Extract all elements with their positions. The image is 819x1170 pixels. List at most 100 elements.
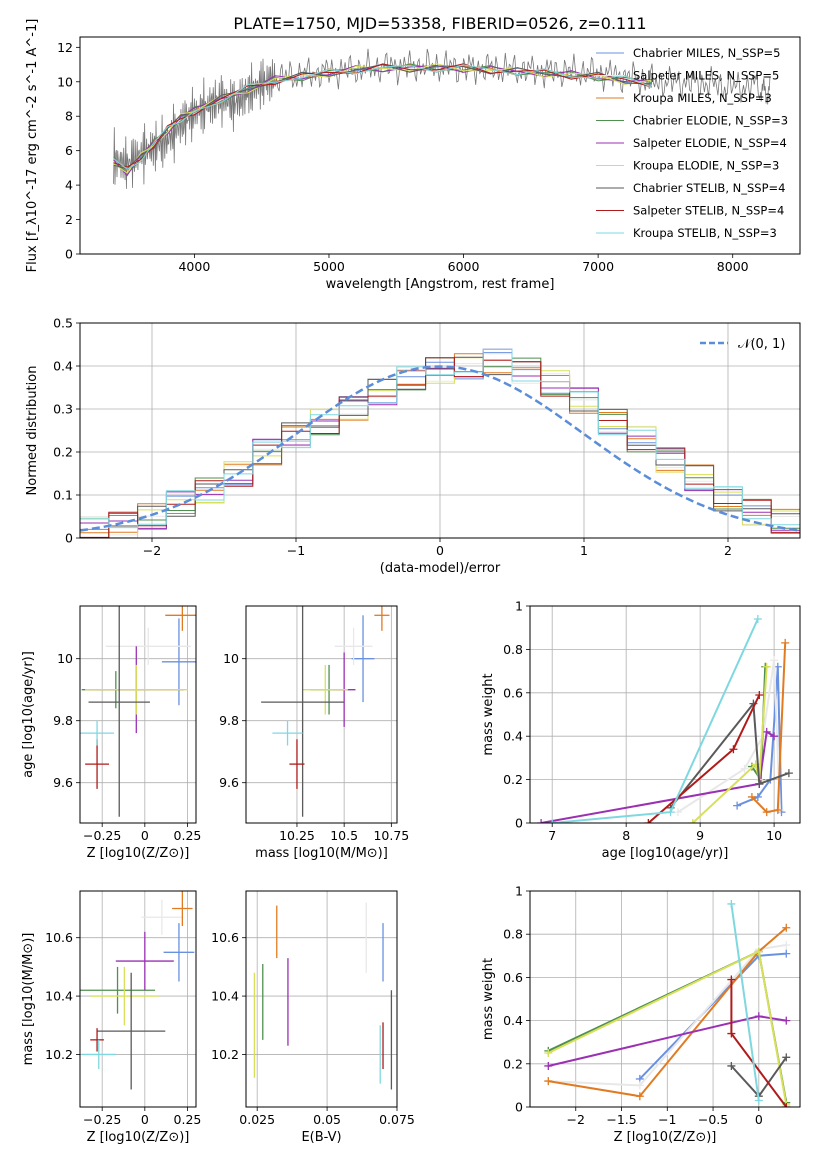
- weight-series-line: [548, 944, 787, 1087]
- y-tick-label: 10.6: [211, 930, 239, 945]
- weight-point-marker: [762, 808, 771, 817]
- x-tick-label: −0.5: [698, 1112, 728, 1127]
- y-tick-label: 0.2: [503, 1056, 523, 1071]
- weight-point-marker: [755, 690, 764, 699]
- y-tick-label: 10.6: [45, 930, 73, 945]
- mass_vs_Z-panel: −0.25 0 0.25 10.2 10.4 10.6 Z [log10(Z/Z⊙)] mas…: [21, 890, 202, 1145]
- axes-frame: [529, 605, 801, 824]
- x-tick-label: 1: [580, 543, 588, 558]
- legend-entry: Chabrier ELODIE, N_SSP=3: [633, 114, 788, 128]
- plot-area: [80, 348, 800, 538]
- weight-point-marker: [755, 779, 764, 788]
- y-tick-label: 0.4: [53, 359, 73, 374]
- y-tick-label: 9.8: [53, 713, 73, 728]
- weight-point-marker: [544, 1049, 553, 1057]
- spectrum-panel: 4000 5000 6000 7000 8000 0 2 4 6 8 10 12 wavelength …: [25, 19, 801, 292]
- weight-point-marker: [754, 1096, 763, 1105]
- model-spectrum-line: [113, 64, 653, 177]
- weight-point-marker: [733, 801, 742, 810]
- histogram-step: [80, 356, 800, 538]
- y-tick-label: 8: [65, 109, 73, 124]
- x-tick-label: 0.25: [174, 1112, 202, 1127]
- legend-entry: Salpeter MILES, N_SSP=5: [633, 69, 779, 83]
- x-tick-label: −1: [658, 1112, 676, 1127]
- y-axis-label: mass [log10(M/M⊙)]: [21, 933, 36, 1066]
- histogram-step: [80, 353, 800, 536]
- gaussian-reference-curve: [80, 365, 800, 532]
- weight-point-marker: [644, 819, 653, 823]
- x-tick-label: 6000: [448, 259, 480, 274]
- y-axis-label: age [log10(age/yr)]: [21, 651, 36, 778]
- weight-point-marker: [727, 1061, 736, 1070]
- age_vs_Z-panel: −0.25 0 0.25 9.6 9.8 10 Z [log10(Z/Z⊙)] age [lo…: [21, 605, 201, 861]
- y-tick-label: 0: [515, 1100, 523, 1115]
- model-spectrum-line: [113, 63, 653, 174]
- x-axis-label: wavelength [Angstrom, rest frame]: [326, 277, 555, 292]
- histogram-step: [80, 352, 800, 534]
- plot-area: [261, 606, 390, 817]
- plot-area: [113, 48, 771, 189]
- y-tick-label: 0.8: [503, 642, 523, 657]
- weight-point-marker: [727, 975, 736, 984]
- weight-point-marker: [666, 808, 675, 817]
- x-axis-label: E(B-V): [301, 1130, 341, 1145]
- weight-point-marker: [729, 745, 738, 754]
- x-tick-label: 0: [755, 1112, 763, 1127]
- y-tick-label: 0.1: [53, 488, 73, 503]
- weight-point-marker: [673, 808, 682, 817]
- weight-point-marker: [762, 662, 771, 671]
- x-tick-label: 5000: [313, 259, 345, 274]
- y-tick-label: 4: [65, 178, 73, 193]
- y-tick-label: 0.2: [53, 445, 73, 460]
- y-tick-label: 10: [57, 74, 73, 89]
- plot-area: [544, 899, 791, 1107]
- x-tick-label: 9: [696, 828, 704, 843]
- y-tick-label: 0.6: [503, 685, 523, 700]
- y-tick-label: 0.6: [503, 970, 523, 985]
- y-tick-label: 2: [65, 212, 73, 227]
- y-tick-label: 0: [515, 816, 523, 831]
- y-tick-label: 10.4: [45, 989, 73, 1004]
- plot-area: [537, 615, 793, 823]
- weight-series-line: [548, 926, 787, 1098]
- weight-point-marker: [544, 1077, 553, 1086]
- axes-frame: [245, 890, 398, 1108]
- y-axis-label: Normed distribution: [25, 366, 40, 496]
- weight-point-marker: [782, 923, 791, 932]
- y-tick-label: 0.5: [53, 316, 73, 331]
- y-tick-label: 10.2: [211, 1047, 239, 1062]
- weight-point-marker: [740, 764, 749, 773]
- y-tick-label: 10: [223, 651, 239, 666]
- y-tick-label: 9.8: [219, 713, 239, 728]
- weight-point-marker: [727, 899, 736, 908]
- legend-entry: Salpeter ELODIE, N_SSP=4: [633, 136, 787, 150]
- histogram-step: [80, 357, 800, 538]
- weight-series-line: [540, 730, 775, 823]
- legend-entry: Chabrier MILES, N_SSP=5: [633, 46, 780, 60]
- x-axis-label: (data-model)/error: [380, 561, 501, 576]
- model-spectrum-line: [113, 64, 653, 171]
- weight-point-marker: [754, 1012, 763, 1021]
- x-tick-label: 0: [436, 543, 444, 558]
- y-tick-label: 10.2: [45, 1047, 73, 1062]
- weight-point-marker: [727, 1029, 736, 1038]
- plot-area: [80, 891, 195, 1090]
- y-tick-label: 0.2: [503, 772, 523, 787]
- x-tick-label: 0: [141, 828, 149, 843]
- axes-frame: [79, 605, 197, 824]
- model-spectrum-line: [113, 64, 653, 170]
- weight-point-marker: [537, 819, 546, 823]
- axes-frame: [79, 890, 197, 1108]
- weight-point-marker: [635, 1081, 644, 1090]
- y-tick-label: 10.4: [211, 989, 239, 1004]
- y-tick-label: 1: [515, 884, 523, 899]
- x-tick-label: −1: [287, 543, 305, 558]
- x-axis-label: Z [log10(Z/Z⊙)]: [87, 1130, 190, 1145]
- weight-point-marker: [770, 732, 779, 741]
- x-axis-label: Z [log10(Z/Z⊙)]: [87, 846, 190, 861]
- weight-series-line: [751, 642, 787, 814]
- weight-point-marker: [754, 947, 763, 956]
- y-tick-label: 6: [65, 143, 73, 158]
- histogram-step: [80, 353, 800, 534]
- weight-point-marker: [762, 727, 771, 736]
